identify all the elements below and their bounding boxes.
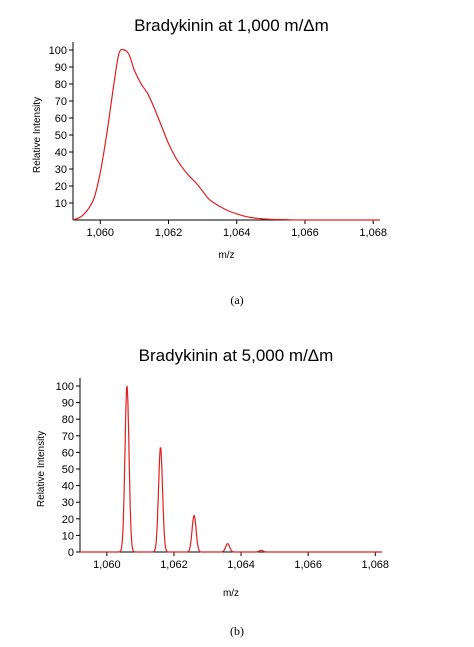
chart-a-x-tick-label: 1,064 <box>223 227 251 239</box>
chart-a-y-tick-label: 100 <box>49 45 67 57</box>
chart-a-x-tick-label: 1,060 <box>87 227 115 239</box>
chart-a-series-line <box>72 48 380 221</box>
chart-b: Bradykinin at 5,000 m/Δm 0 10 20 30 40 50 60 70 8… <box>36 346 390 599</box>
chart-b-title: Bradykinin at 5,000 m/Δm <box>139 346 334 365</box>
chart-b-x-tick-label: 1,066 <box>294 559 322 571</box>
chart-b-y-tick-label: 0 <box>68 547 74 559</box>
chart-b-x-tick-label: 1,068 <box>362 559 390 571</box>
chart-b-y-tick-label: 40 <box>62 481 74 493</box>
chart-b-x-tick-label: 1,064 <box>227 559 255 571</box>
chart-b-y-tick-label: 30 <box>62 497 74 509</box>
chart-panel-a: Bradykinin at 1,000 m/Δm 10 20 30 40 50 60 70 80… <box>0 0 474 290</box>
chart-a-y-tick-label: 10 <box>55 198 67 210</box>
chart-b-y-tick-label: 90 <box>62 398 74 410</box>
chart-b-x-tick-label: 1,062 <box>160 559 188 571</box>
chart-a-x-label: m/z <box>218 250 234 261</box>
chart-a-y-label: Relative Intensity <box>32 97 43 173</box>
chart-a-y-tick-label: 20 <box>55 181 67 193</box>
chart-b-y-tick-label: 10 <box>62 530 74 542</box>
chart-b-y-tick-label: 60 <box>62 447 74 459</box>
chart-a-title: Bradykinin at 1,000 m/Δm <box>134 16 329 35</box>
chart-b-x-tick-label: 1,060 <box>93 559 121 571</box>
chart-a-y-tick-label: 90 <box>55 62 67 74</box>
chart-a-x-tick-label: 1,062 <box>155 227 183 239</box>
chart-a-y-tick-label: 60 <box>55 113 67 125</box>
chart-a-y-tick-label: 50 <box>55 130 67 142</box>
chart-panel-b: Bradykinin at 5,000 m/Δm 0 10 20 30 40 50 60 70 8… <box>0 330 474 630</box>
chart-b-x-label: m/z <box>223 588 239 599</box>
chart-b-y-label: Relative Intensity <box>36 431 47 507</box>
caption-a: (a) <box>230 293 244 307</box>
chart-b-y-tick-label: 100 <box>56 381 74 393</box>
chart-b-y-tick-label: 50 <box>62 464 74 476</box>
caption-b: (b) <box>230 624 244 638</box>
chart-b-y-tick-label: 80 <box>62 414 74 426</box>
chart-b-series-line <box>80 385 382 553</box>
chart-a-y-tick-label: 40 <box>55 147 67 159</box>
chart-a: Bradykinin at 1,000 m/Δm 10 20 30 40 50 60 70 80… <box>32 16 387 261</box>
chart-a-y-tick-label: 80 <box>55 79 67 91</box>
chart-a-y-tick-label: 30 <box>55 164 67 176</box>
chart-a-y-tick-label: 70 <box>55 96 67 108</box>
chart-b-y-tick-label: 20 <box>62 514 74 526</box>
chart-b-y-tick-label: 70 <box>62 431 74 443</box>
chart-a-x-tick-label: 1,068 <box>359 227 387 239</box>
chart-a-x-tick-label: 1,066 <box>291 227 319 239</box>
